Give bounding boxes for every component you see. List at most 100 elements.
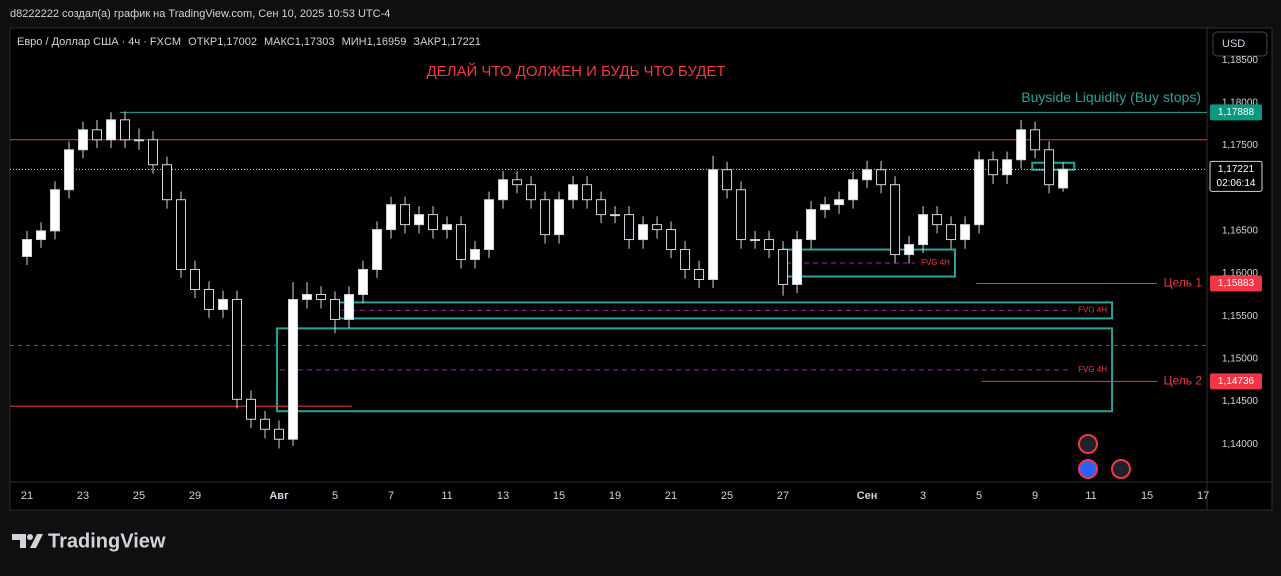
event-icon[interactable] (1078, 434, 1098, 454)
currency-button[interactable] (1212, 31, 1268, 57)
candle-body (932, 214, 943, 226)
candle-body (596, 199, 607, 216)
candle-body (372, 229, 383, 271)
candle-body (484, 199, 495, 251)
candle-body (764, 239, 775, 251)
candle-body (1016, 129, 1027, 161)
event-icons (1078, 434, 1131, 479)
candle-body (190, 269, 201, 290)
y-tick-label: 1,18000 (1222, 97, 1259, 108)
candle-body (946, 224, 957, 241)
level-label: Цель 2 (1164, 374, 1203, 388)
candle-body (680, 249, 691, 271)
y-tick-label: 1,14500 (1222, 396, 1259, 407)
candle-body (568, 184, 579, 201)
candle-body (526, 184, 537, 201)
candle-body (176, 199, 187, 271)
candle-body (35, 230, 46, 241)
x-tick-label: 27 (777, 490, 789, 502)
candle-body (876, 169, 887, 186)
candle-body (470, 249, 481, 261)
zone-label: FVG 4H (921, 258, 950, 267)
x-tick-label: Сен (857, 490, 878, 502)
x-tick-label: 25 (721, 490, 733, 502)
candle-body (624, 214, 635, 241)
open-value: 1,17002 (217, 36, 257, 48)
candle-body (1030, 129, 1041, 151)
price-badge (1209, 160, 1263, 192)
candle-body (106, 119, 117, 141)
x-tick-label: 19 (609, 490, 621, 502)
currency-label[interactable]: USD (1222, 38, 1245, 50)
logo-dot (27, 534, 33, 540)
low-label: МИН (342, 36, 367, 48)
candle-body (274, 428, 285, 440)
logo-mark (12, 534, 43, 548)
x-tick-label: 5 (332, 490, 338, 502)
candle-body (148, 139, 159, 166)
x-tick-label: 11 (1085, 490, 1096, 502)
event-icon[interactable] (1078, 459, 1098, 479)
x-tick-label: 23 (77, 490, 89, 502)
y-tick-label: 1,14000 (1222, 439, 1259, 450)
candle-body (974, 159, 985, 226)
high-value: 1,17303 (295, 36, 335, 48)
candle-body (540, 199, 551, 236)
candle-body (442, 224, 453, 231)
candle-body (498, 179, 509, 201)
legend: Евро / Доллар США · 4ч · FXCM ОТКР1,1700… (17, 36, 481, 48)
candle-body (722, 169, 733, 191)
candle-body (1002, 159, 1013, 176)
candle-body (582, 184, 593, 201)
y-tick-label: 1,15000 (1222, 353, 1259, 364)
candle-body (330, 298, 341, 320)
price-badge-label: 1,15883 (1218, 278, 1255, 289)
x-tick-label: 7 (388, 490, 394, 502)
candle-body (78, 129, 89, 151)
countdown: 02:06:14 (1217, 178, 1256, 189)
x-tick-label: 13 (497, 490, 509, 502)
x-tick-label: 21 (21, 490, 33, 502)
event-icon[interactable] (1111, 459, 1131, 479)
candle-body (288, 298, 299, 440)
close-label: ЗАКР (413, 36, 441, 48)
candle-body (316, 294, 327, 300)
y-tick-label: 1,17500 (1222, 140, 1259, 151)
candle-body (428, 214, 439, 231)
x-tick-label: Авг (269, 490, 289, 502)
price-badge-label: 1,14736 (1218, 376, 1255, 387)
price-badge (1210, 373, 1262, 390)
x-tick-label: 29 (189, 490, 201, 502)
candle-body (1044, 149, 1055, 186)
candle-body (988, 159, 999, 176)
chart-panel (9, 27, 1273, 511)
fvg-zone (276, 327, 1114, 413)
candle-body (708, 169, 719, 280)
candle-body (652, 224, 663, 231)
candle-body (120, 119, 131, 141)
candle-body (246, 398, 257, 420)
candle-body (960, 224, 971, 241)
price-badge-label: 1,17888 (1218, 107, 1255, 118)
candle-body (49, 189, 60, 232)
close-value: 1,17221 (441, 36, 481, 48)
candle-body (1058, 168, 1069, 189)
candle-body (806, 209, 817, 241)
y-tick-label: 1,15500 (1222, 311, 1259, 322)
candle-body (918, 214, 929, 246)
level-label: Цель 1 (1164, 276, 1203, 290)
x-tick-label: 15 (553, 490, 565, 502)
logo-text: TradingView (48, 530, 166, 552)
candle-body (750, 239, 761, 242)
candle-body (204, 288, 215, 310)
symbol: Евро / Доллар США · 4ч · FXCM (17, 36, 181, 48)
candle-body (162, 164, 173, 201)
y-tick-label: 1,18500 (1222, 55, 1259, 66)
x-tick-label: 17 (1197, 490, 1209, 502)
candle-body (736, 189, 747, 241)
candle-body (638, 224, 649, 241)
candle-body (386, 204, 397, 231)
candle-body (400, 204, 411, 226)
zone-label: FVG 4H (1078, 306, 1107, 315)
